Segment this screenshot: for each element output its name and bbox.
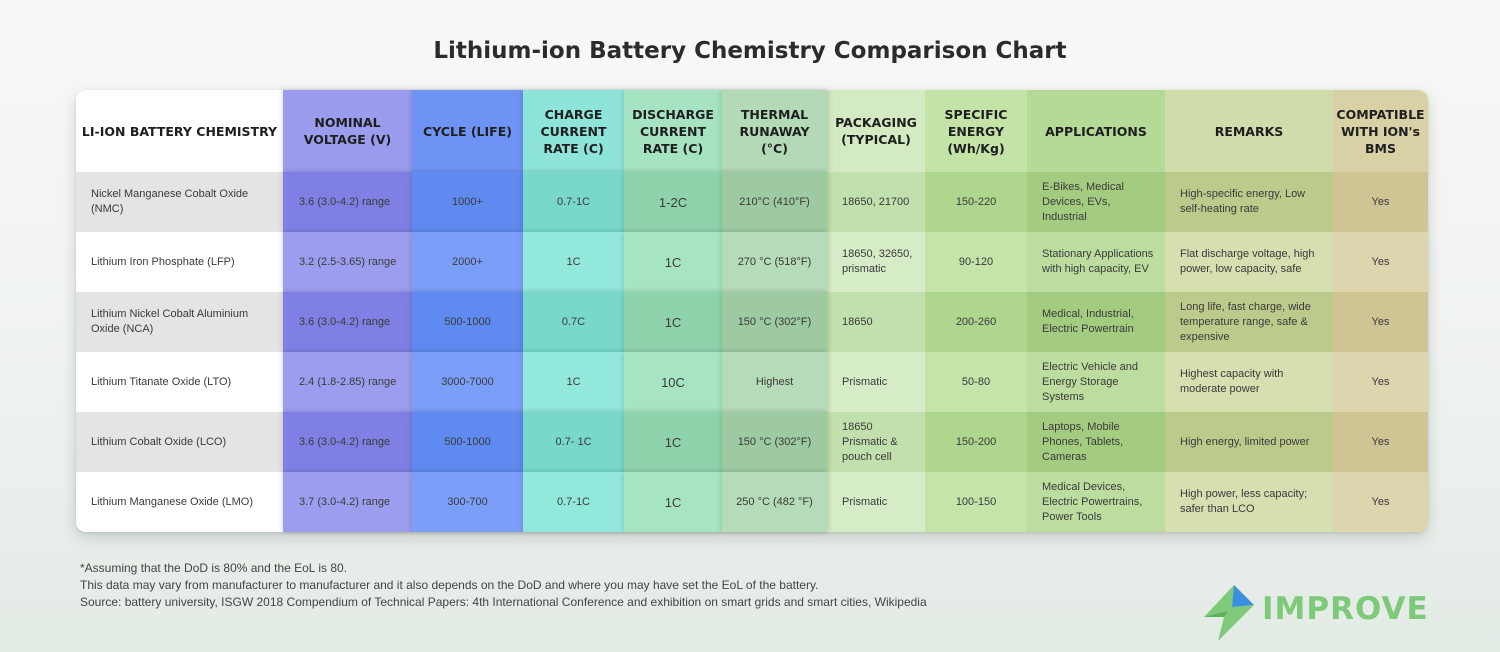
table-cell: 3.6 (3.0-4.2) range bbox=[283, 292, 412, 352]
column-header: PACKAGING (TYPICAL) bbox=[827, 90, 925, 172]
lightning-bolt-icon bbox=[1204, 585, 1254, 641]
logo-text: IMPROVE bbox=[1262, 591, 1429, 627]
chemistry-name-cell: Lithium Manganese Oxide (LMO) bbox=[76, 472, 283, 532]
table-cell: 3.7 (3.0-4.2) range bbox=[283, 472, 412, 532]
footnote-variance: This data may vary from manufacturer to … bbox=[80, 578, 819, 592]
table-cell: 300-700 bbox=[412, 472, 523, 532]
chemistry-name-cell: Lithium Nickel Cobalt Aluminium Oxide (N… bbox=[76, 292, 283, 352]
table-cell: Prismatic bbox=[827, 472, 925, 532]
table-cell: Highest bbox=[722, 352, 827, 412]
table-cell: 18650 Prismatic & pouch cell bbox=[827, 412, 925, 472]
table-cell: High-specific energy, Low self-heating r… bbox=[1165, 172, 1333, 232]
table-cell: 0.7- 1C bbox=[523, 412, 624, 472]
table-cell: Medical, Industrial, Electric Powertrain bbox=[1027, 292, 1165, 352]
column-header: LI-ION BATTERY CHEMISTRY bbox=[76, 90, 283, 172]
table-cell: 18650 bbox=[827, 292, 925, 352]
table-cell: 2.4 (1.8-2.85) range bbox=[283, 352, 412, 412]
table-cell: 100-150 bbox=[925, 472, 1027, 532]
table-cell: 210°C (410°F) bbox=[722, 172, 827, 232]
column-header: REMARKS bbox=[1165, 90, 1333, 172]
table-cell: 1C bbox=[523, 232, 624, 292]
footnote-assumption: *Assuming that the DoD is 80% and the Eo… bbox=[80, 561, 348, 575]
column-header: THERMAL RUNAWAY (°C) bbox=[722, 90, 827, 172]
comparison-table: LI-ION BATTERY CHEMISTRY NOMINAL VOLTAGE … bbox=[76, 90, 1428, 532]
table-cell: 500-1000 bbox=[412, 412, 523, 472]
table-cell: 250 °C (482 °F) bbox=[722, 472, 827, 532]
table-cell: 0.7C bbox=[523, 292, 624, 352]
table-cell: 3.6 (3.0-4.2) range bbox=[283, 172, 412, 232]
table-cell: Yes bbox=[1333, 472, 1428, 532]
table-cell: Electric Vehicle and Energy Storage Syst… bbox=[1027, 352, 1165, 412]
column-header: SPECIFIC ENERGY (Wh/Kg) bbox=[925, 90, 1027, 172]
table-cell: 1-2C bbox=[624, 172, 722, 232]
table-cell: Medical Devices, Electric Powertrains, P… bbox=[1027, 472, 1165, 532]
table-cell: 150 °C (302°F) bbox=[722, 292, 827, 352]
table-cell: Flat discharge voltage, high power, low … bbox=[1165, 232, 1333, 292]
table-cell: 1C bbox=[523, 352, 624, 412]
column-header: COMPATIBLE WITH ION's BMS bbox=[1333, 90, 1428, 172]
table-cell: 1000+ bbox=[412, 172, 523, 232]
table-cell: 3.2 (2.5-3.65) range bbox=[283, 232, 412, 292]
table-cell: 150-200 bbox=[925, 412, 1027, 472]
table-cell: 90-120 bbox=[925, 232, 1027, 292]
table-cell: Highest capacity with moderate power bbox=[1165, 352, 1333, 412]
table-cell: 3.6 (3.0-4.2) range bbox=[283, 412, 412, 472]
table-cell: 270 °C (518°F) bbox=[722, 232, 827, 292]
page-title: Lithium-ion Battery Chemistry Comparison… bbox=[433, 38, 1067, 64]
table-cell: 18650, 32650, prismatic bbox=[827, 232, 925, 292]
column-header: APPLICATIONS bbox=[1027, 90, 1165, 172]
table-cell: 10C bbox=[624, 352, 722, 412]
column-header: CHARGE CURRENT RATE (C) bbox=[523, 90, 624, 172]
table-cell: High power, less capacity; safer than LC… bbox=[1165, 472, 1333, 532]
table-cell: 150-220 bbox=[925, 172, 1027, 232]
table-cell: 1C bbox=[624, 232, 722, 292]
table-cell: 0.7-1C bbox=[523, 472, 624, 532]
table-cell: 1C bbox=[624, 292, 722, 352]
column-header: NOMINAL VOLTAGE (V) bbox=[283, 90, 412, 172]
table-cell: Stationary Applications with high capaci… bbox=[1027, 232, 1165, 292]
table-cell: 50-80 bbox=[925, 352, 1027, 412]
table-cell: High energy, limited power bbox=[1165, 412, 1333, 472]
chemistry-name-cell: Lithium Cobalt Oxide (LCO) bbox=[76, 412, 283, 472]
table-cell: Yes bbox=[1333, 232, 1428, 292]
table-cell: Yes bbox=[1333, 292, 1428, 352]
table-cell: 0.7-1C bbox=[523, 172, 624, 232]
chemistry-name-cell: Nickel Manganese Cobalt Oxide (NMC) bbox=[76, 172, 283, 232]
chemistry-name-cell: Lithium Iron Phosphate (LFP) bbox=[76, 232, 283, 292]
table-cell: 1C bbox=[624, 472, 722, 532]
table-cell: Yes bbox=[1333, 172, 1428, 232]
table-cell: 3000-7000 bbox=[412, 352, 523, 412]
table-cell: 500-1000 bbox=[412, 292, 523, 352]
footer-notes: *Assuming that the DoD is 80% and the Eo… bbox=[80, 560, 927, 611]
table-cell: 200-260 bbox=[925, 292, 1027, 352]
table-cell: Laptops, Mobile Phones, Tablets, Cameras bbox=[1027, 412, 1165, 472]
table-cell: E-Bikes, Medical Devices, EVs, Industria… bbox=[1027, 172, 1165, 232]
column-header: DISCHARGE CURRENT RATE (C) bbox=[624, 90, 722, 172]
table-cell: Yes bbox=[1333, 412, 1428, 472]
chemistry-name-cell: Lithium Titanate Oxide (LTO) bbox=[76, 352, 283, 412]
table-cell: 150 °C (302°F) bbox=[722, 412, 827, 472]
footnote-source: Source: battery university, ISGW 2018 Co… bbox=[80, 595, 927, 609]
table-cell: Yes bbox=[1333, 352, 1428, 412]
improve-logo: IMPROVE bbox=[1198, 583, 1438, 643]
table-cell: Prismatic bbox=[827, 352, 925, 412]
table-cell: 1C bbox=[624, 412, 722, 472]
table-cell: 18650, 21700 bbox=[827, 172, 925, 232]
table-cell: Long life, fast charge, wide temperature… bbox=[1165, 292, 1333, 352]
column-header: CYCLE (LIFE) bbox=[412, 90, 523, 172]
table-cell: 2000+ bbox=[412, 232, 523, 292]
